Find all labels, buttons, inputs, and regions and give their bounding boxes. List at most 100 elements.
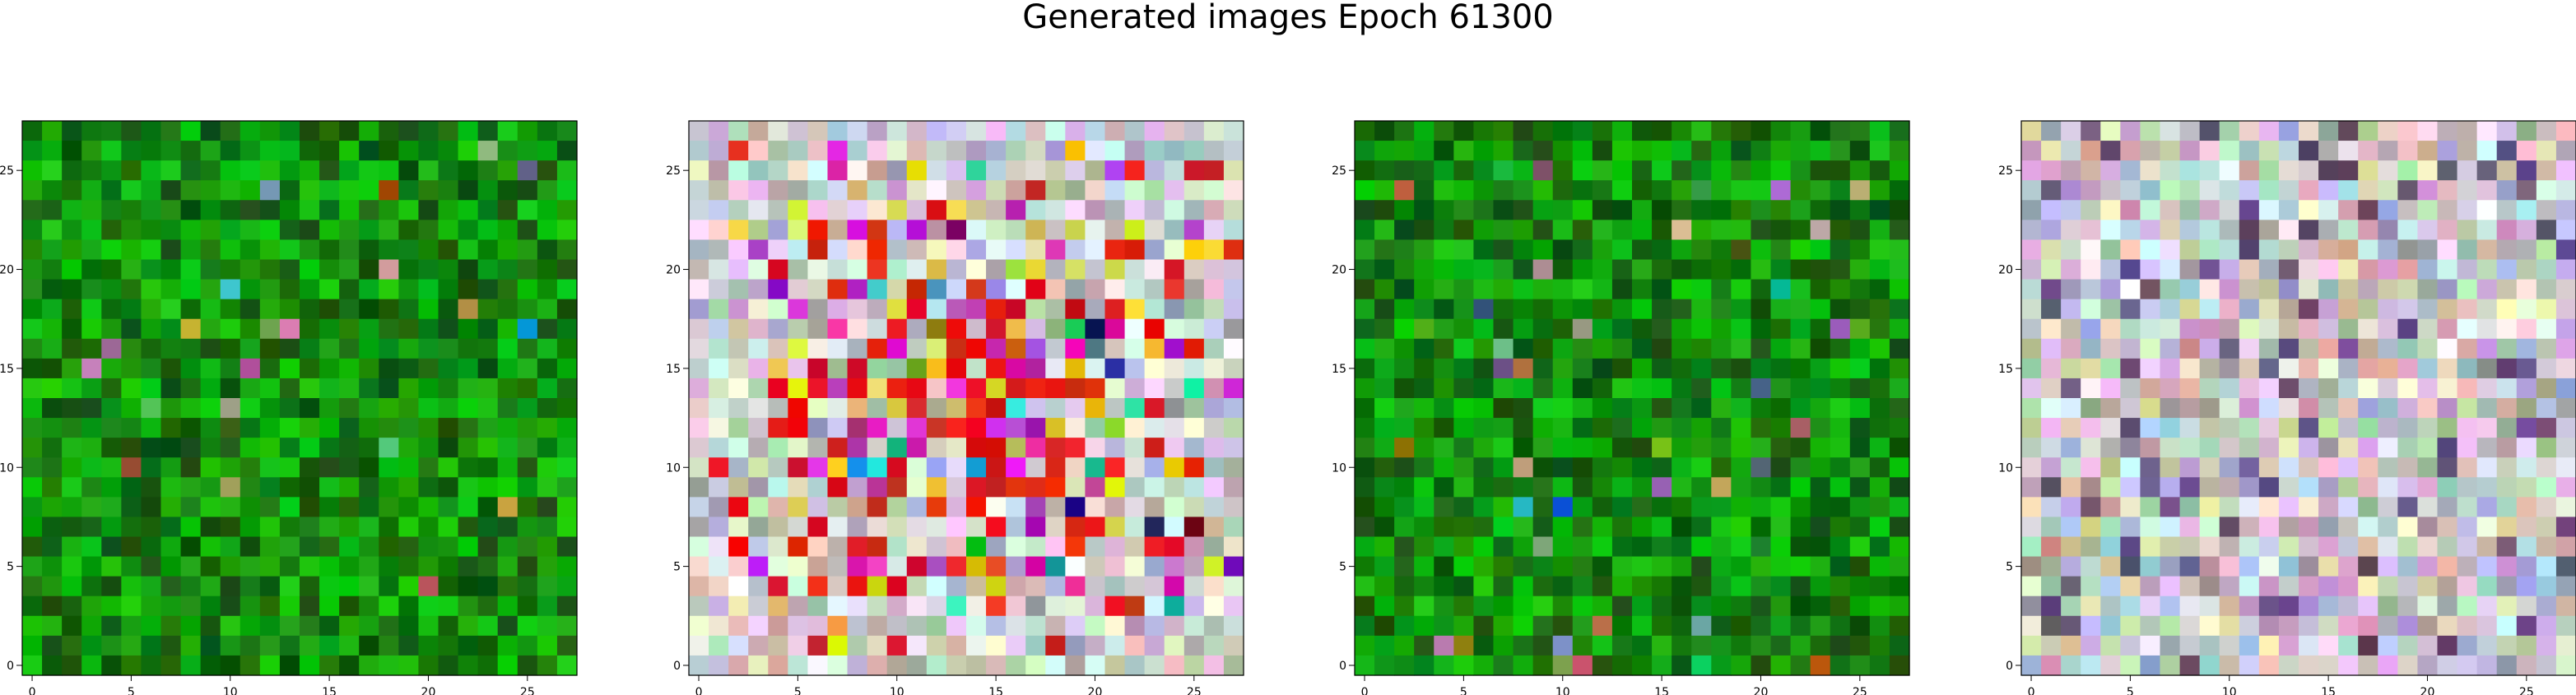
pixel-cell (2476, 358, 2498, 379)
pixel-cell (81, 536, 102, 558)
pixel-cell (477, 477, 499, 498)
pixel-cell (1790, 655, 1811, 676)
pixel-cell (2041, 239, 2062, 261)
pixel-cell (867, 200, 888, 220)
pixel-cell (709, 418, 729, 438)
pixel-cell (1473, 378, 1495, 399)
pixel-cell (418, 635, 439, 656)
pixel-cell (1203, 497, 1225, 518)
pixel-cell (2378, 378, 2398, 399)
pixel-cell (728, 318, 749, 340)
pixel-cell (458, 239, 479, 261)
pixel-cell (1672, 398, 1692, 419)
pixel-cell (537, 259, 558, 280)
pixel-cell (1532, 338, 1554, 359)
pixel-cell (867, 576, 888, 597)
pixel-cell (81, 121, 102, 141)
pixel-cell (728, 239, 749, 261)
pixel-cell (2179, 279, 2201, 300)
pixel-cell (1513, 615, 1534, 637)
pixel-cell (886, 279, 908, 300)
pixel-cell (300, 279, 320, 300)
pixel-cell (2338, 220, 2359, 241)
pixel-cell (748, 556, 769, 577)
pixel-cell (986, 615, 1007, 637)
pixel-cell (2496, 220, 2518, 241)
pixel-cell (1532, 141, 1554, 161)
pixel-cell (1731, 556, 1752, 577)
pixel-cell (1572, 536, 1593, 558)
pixel-cell (2061, 576, 2081, 597)
pixel-cell (1830, 536, 1851, 558)
pixel-cell (728, 398, 749, 419)
pixel-cell (1453, 279, 1475, 300)
pixel-cell (101, 655, 122, 676)
pixel-cell (1183, 517, 1205, 538)
pixel-cell (1394, 318, 1415, 340)
pixel-cell (2120, 299, 2141, 320)
pixel-cell (1889, 141, 1910, 161)
pixel-cell (2239, 457, 2260, 478)
pixel-cell (1493, 318, 1514, 340)
pixel-cell (2160, 517, 2181, 538)
pixel-cell (926, 160, 947, 181)
pixel-cell (200, 517, 221, 538)
pixel-cell (906, 438, 928, 458)
pixel-cell (2457, 615, 2478, 637)
pixel-cell (1711, 457, 1732, 478)
pixel-cell (121, 595, 142, 617)
pixel-cell (1025, 576, 1046, 597)
pixel-cell (556, 318, 578, 340)
pixel-cell (1374, 398, 1395, 419)
pixel-cell (2278, 398, 2299, 419)
pixel-cell (1731, 299, 1752, 320)
pixel-cell (986, 338, 1007, 359)
pixel-cell (141, 141, 162, 161)
pixel-cell (1493, 497, 1514, 518)
pixel-cell (1124, 160, 1146, 181)
pixel-cell (986, 180, 1007, 201)
pixel-cell (2299, 655, 2319, 676)
pixel-cell (1374, 160, 1395, 181)
pixel-cell (2219, 378, 2240, 399)
pixel-cell (300, 517, 320, 538)
pixel-cell (748, 457, 769, 478)
pixel-cell (319, 141, 340, 161)
pixel-cell (1770, 615, 1792, 637)
pixel-cell (1552, 457, 1574, 478)
pixel-cell (2258, 556, 2280, 577)
pixel-cell (1223, 556, 1244, 577)
pixel-cell (220, 595, 241, 617)
pixel-cell (2120, 517, 2141, 538)
pixel-cell (2516, 477, 2537, 498)
pixel-cell (788, 418, 809, 438)
pixel-cell (121, 220, 142, 241)
pixel-cell (1183, 220, 1205, 241)
pixel-cell (1025, 517, 1046, 538)
y-tick-label: 0 (673, 660, 681, 673)
pixel-cell (1473, 239, 1495, 261)
pixel-cell (2061, 338, 2081, 359)
pixel-cell (2476, 418, 2498, 438)
pixel-cell (2338, 279, 2359, 300)
pixel-cell (2100, 338, 2121, 359)
pixel-cell (1711, 299, 1732, 320)
pixel-cell (2239, 655, 2260, 676)
pixel-cell (1025, 418, 1046, 438)
pixel-cell (1394, 121, 1415, 141)
pixel-cell (1810, 635, 1831, 656)
pixel-cell (438, 200, 459, 220)
pixel-cell (1164, 220, 1185, 241)
pixel-cell (537, 239, 558, 261)
pixel-cell (1572, 576, 1593, 597)
pixel-cell (2299, 141, 2319, 161)
pixel-cell (398, 418, 420, 438)
pixel-cell (1751, 556, 1772, 577)
pixel-cell (160, 318, 182, 340)
pixel-cell (200, 279, 221, 300)
pixel-cell (2021, 318, 2042, 340)
pixel-cell (220, 318, 241, 340)
pixel-cell (807, 576, 829, 597)
pixel-cell (1104, 338, 1126, 359)
